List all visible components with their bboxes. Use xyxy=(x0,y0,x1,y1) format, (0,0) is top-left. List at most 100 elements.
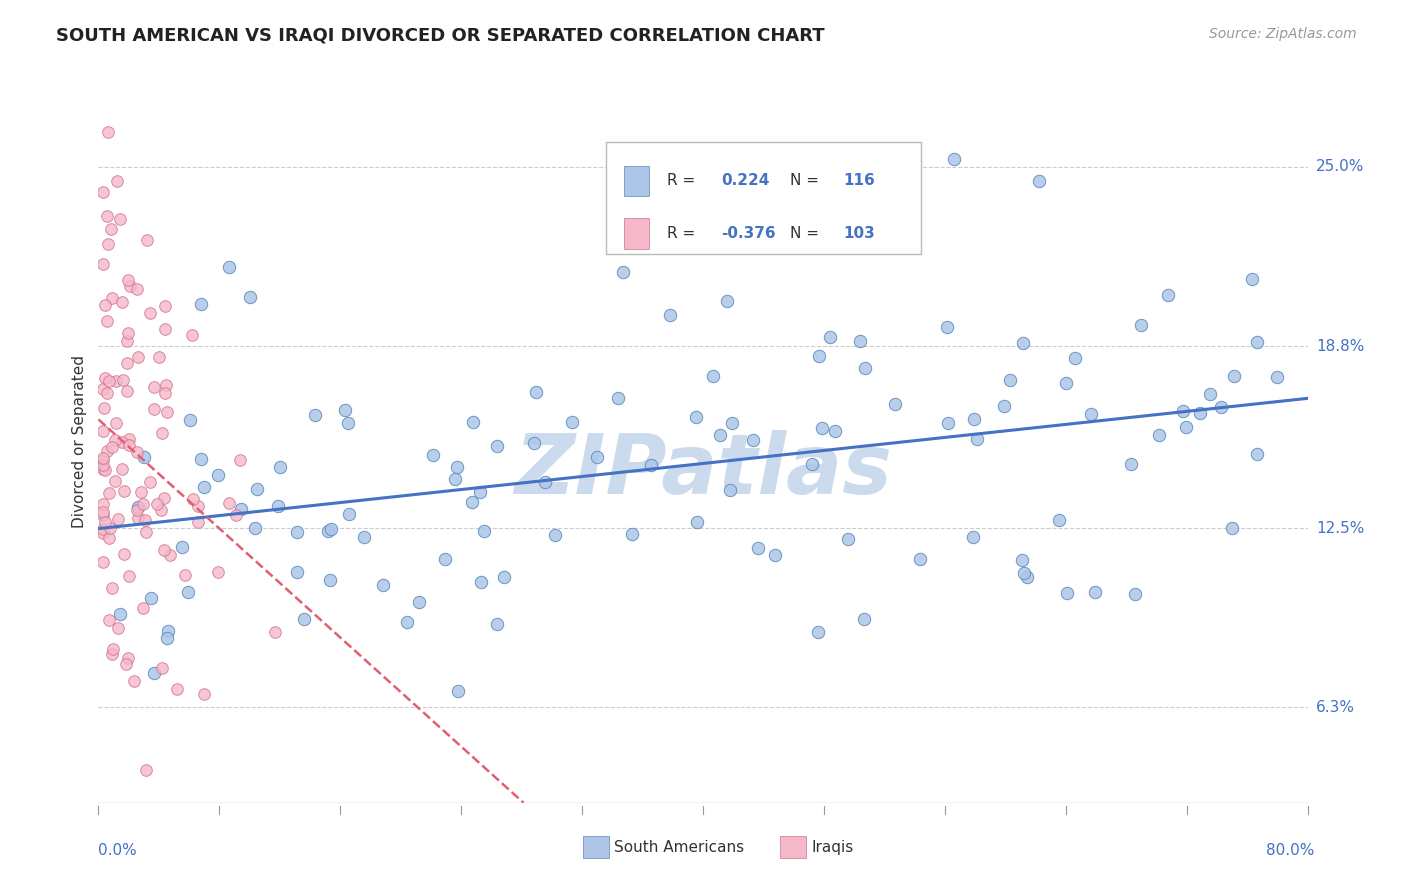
Point xyxy=(1173,404,1195,418)
Point xyxy=(742,433,765,447)
Point xyxy=(135,764,157,778)
Point xyxy=(422,449,444,463)
Point xyxy=(105,374,128,388)
Point xyxy=(470,485,492,500)
Point xyxy=(1240,272,1263,286)
Point xyxy=(534,475,557,489)
Point xyxy=(96,209,118,223)
Point xyxy=(853,361,876,376)
Point xyxy=(156,405,179,419)
Point xyxy=(218,260,240,274)
Point xyxy=(97,125,120,139)
Point xyxy=(807,625,830,640)
Point xyxy=(91,555,114,569)
Point xyxy=(408,595,430,609)
Point xyxy=(336,416,359,430)
Text: ZIPatlas: ZIPatlas xyxy=(515,430,891,511)
Point xyxy=(100,222,122,236)
Point xyxy=(152,660,174,674)
Point xyxy=(112,547,135,561)
Point xyxy=(811,421,834,435)
Bar xyxy=(624,166,648,196)
Point xyxy=(818,330,841,344)
Point xyxy=(852,612,875,626)
Point xyxy=(485,439,508,453)
Text: N =: N = xyxy=(790,173,824,188)
Point xyxy=(157,624,180,638)
Point xyxy=(91,522,114,536)
Point xyxy=(180,327,202,342)
Point xyxy=(1017,570,1039,584)
Point xyxy=(97,237,120,252)
Point xyxy=(117,438,139,452)
Point xyxy=(486,617,509,632)
Point xyxy=(153,491,176,505)
Point xyxy=(640,458,662,473)
Point xyxy=(91,186,114,200)
Text: N =: N = xyxy=(790,226,824,241)
Point xyxy=(800,457,823,471)
Point xyxy=(207,565,229,579)
Point xyxy=(1157,288,1180,302)
Text: 6.3%: 6.3% xyxy=(1316,700,1355,714)
Point xyxy=(1000,373,1022,387)
Point xyxy=(155,377,177,392)
Point xyxy=(174,567,197,582)
Point xyxy=(93,401,115,415)
Point xyxy=(561,415,583,429)
Point xyxy=(246,482,269,496)
Point xyxy=(91,458,114,472)
Point xyxy=(91,505,114,519)
Point xyxy=(93,298,115,312)
Point xyxy=(373,578,395,592)
Point xyxy=(127,503,149,517)
Text: 25.0%: 25.0% xyxy=(1316,160,1364,175)
Point xyxy=(883,397,905,411)
Point xyxy=(177,584,200,599)
Point xyxy=(472,524,495,539)
Point xyxy=(353,530,375,544)
Point xyxy=(132,497,155,511)
Point xyxy=(152,543,174,558)
Point xyxy=(763,548,786,562)
Point xyxy=(1012,566,1035,580)
Point xyxy=(621,526,644,541)
Point xyxy=(943,153,966,167)
Point xyxy=(963,412,986,426)
Point xyxy=(187,500,209,514)
Point xyxy=(292,612,315,626)
Bar xyxy=(624,219,648,249)
Text: 116: 116 xyxy=(844,173,875,188)
Point xyxy=(146,497,169,511)
Point xyxy=(1011,553,1033,567)
Point xyxy=(91,450,114,465)
Point xyxy=(190,297,212,311)
Point xyxy=(143,665,166,680)
Point xyxy=(135,524,157,539)
Text: 103: 103 xyxy=(844,226,875,241)
Point xyxy=(721,416,744,430)
Text: Iraqis: Iraqis xyxy=(811,840,853,855)
Text: -0.376: -0.376 xyxy=(721,226,776,241)
Point xyxy=(153,322,176,336)
Point xyxy=(104,434,127,448)
Point xyxy=(686,516,709,530)
Point xyxy=(1129,318,1152,332)
Point xyxy=(1246,335,1268,350)
Point xyxy=(91,257,114,271)
Point xyxy=(139,306,162,320)
Point xyxy=(1174,420,1197,434)
Point xyxy=(97,374,120,388)
Point xyxy=(1265,370,1288,384)
Point xyxy=(218,496,240,510)
Point xyxy=(117,326,139,340)
Point xyxy=(91,525,114,540)
Text: SOUTH AMERICAN VS IRAQI DIVORCED OR SEPARATED CORRELATION CHART: SOUTH AMERICAN VS IRAQI DIVORCED OR SEPA… xyxy=(56,27,825,45)
Text: R =: R = xyxy=(666,173,700,188)
Point xyxy=(1084,585,1107,599)
Point xyxy=(150,425,173,440)
Point xyxy=(936,416,959,430)
Point xyxy=(1047,512,1070,526)
Point xyxy=(91,462,114,476)
Point xyxy=(91,508,114,522)
